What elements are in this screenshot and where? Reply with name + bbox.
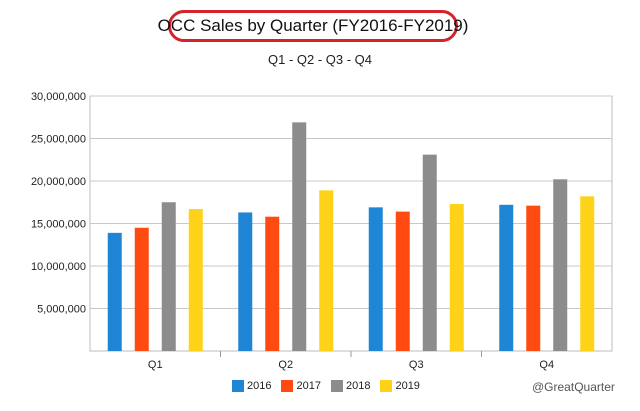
bar-2018-q1	[161, 202, 176, 351]
y-tick-label: 20,000,000	[31, 176, 86, 188]
bar-2016-q3	[368, 207, 383, 351]
bar-2017-q1	[134, 227, 149, 351]
bar-2019-q4	[580, 196, 595, 351]
legend-label-2017: 2017	[296, 380, 321, 392]
legend-swatch-2017	[281, 380, 294, 392]
chart-title-highlight: OCC Sales by Quarter (FY2016-FY2019)	[158, 10, 468, 42]
bar-2016-q1	[107, 232, 122, 351]
legend-item-2018: 2018	[330, 380, 371, 392]
legend-label-2016: 2016	[247, 380, 272, 392]
legend-label-2018: 2018	[345, 380, 371, 392]
y-tick-label: 25,000,000	[31, 134, 86, 146]
x-tick-label: Q1	[148, 359, 163, 371]
bar-2016-q2	[238, 212, 253, 351]
y-tick-label: 5,000,000	[37, 304, 86, 316]
bar-2019-q3	[449, 203, 464, 351]
credit-watermark: @GreatQuarter	[532, 380, 615, 394]
x-tick-label: Q2	[278, 359, 293, 371]
bar-2017-q2	[265, 216, 280, 351]
bar-2017-q3	[395, 211, 410, 351]
bar-2019-q1	[188, 209, 203, 351]
y-tick-label: 10,000,000	[31, 261, 86, 273]
bar-2017-q4	[526, 205, 541, 351]
bar-2018-q4	[553, 179, 568, 351]
x-tick-label: Q4	[539, 359, 554, 371]
chart-legend: 2016 2017 2018 2019	[232, 380, 430, 392]
bar-2019-q2	[319, 190, 334, 351]
legend-label-2019: 2019	[395, 380, 420, 392]
legend-swatch-2019	[380, 380, 393, 392]
y-tick-label: 30,000,000	[31, 91, 86, 103]
x-tick-label: Q3	[409, 359, 424, 371]
legend-item-2019: 2019	[380, 380, 420, 392]
legend-swatch-2016	[232, 380, 244, 392]
bar-2016-q4	[499, 204, 514, 351]
bar-2018-q2	[292, 122, 307, 351]
bar-2018-q3	[422, 154, 437, 351]
y-tick-label: 15,000,000	[31, 219, 86, 231]
chart-subtitle: Q1 - Q2 - Q3 - Q4	[267, 52, 373, 67]
legend-swatch-2018	[330, 380, 343, 392]
chart-title: OCC Sales by Quarter (FY2016-FY2019)	[157, 16, 469, 35]
legend-item-2016: 2016	[232, 380, 271, 392]
legend-item-2017: 2017	[281, 380, 321, 392]
